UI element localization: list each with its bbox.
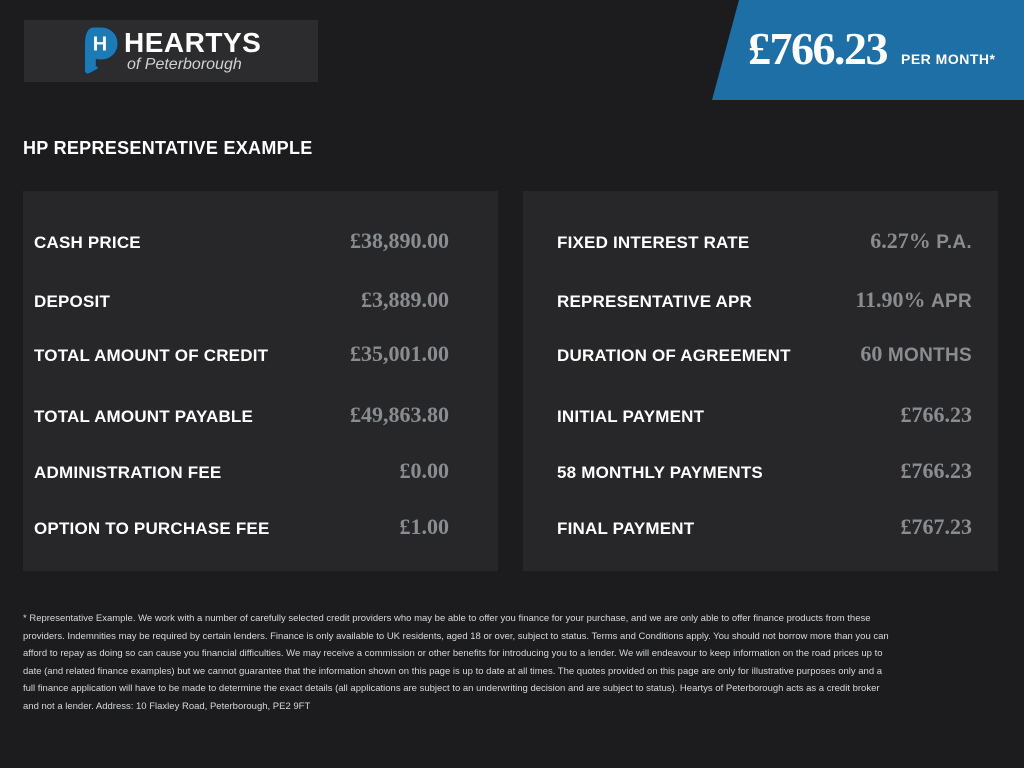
- svg-text:H: H: [93, 34, 107, 56]
